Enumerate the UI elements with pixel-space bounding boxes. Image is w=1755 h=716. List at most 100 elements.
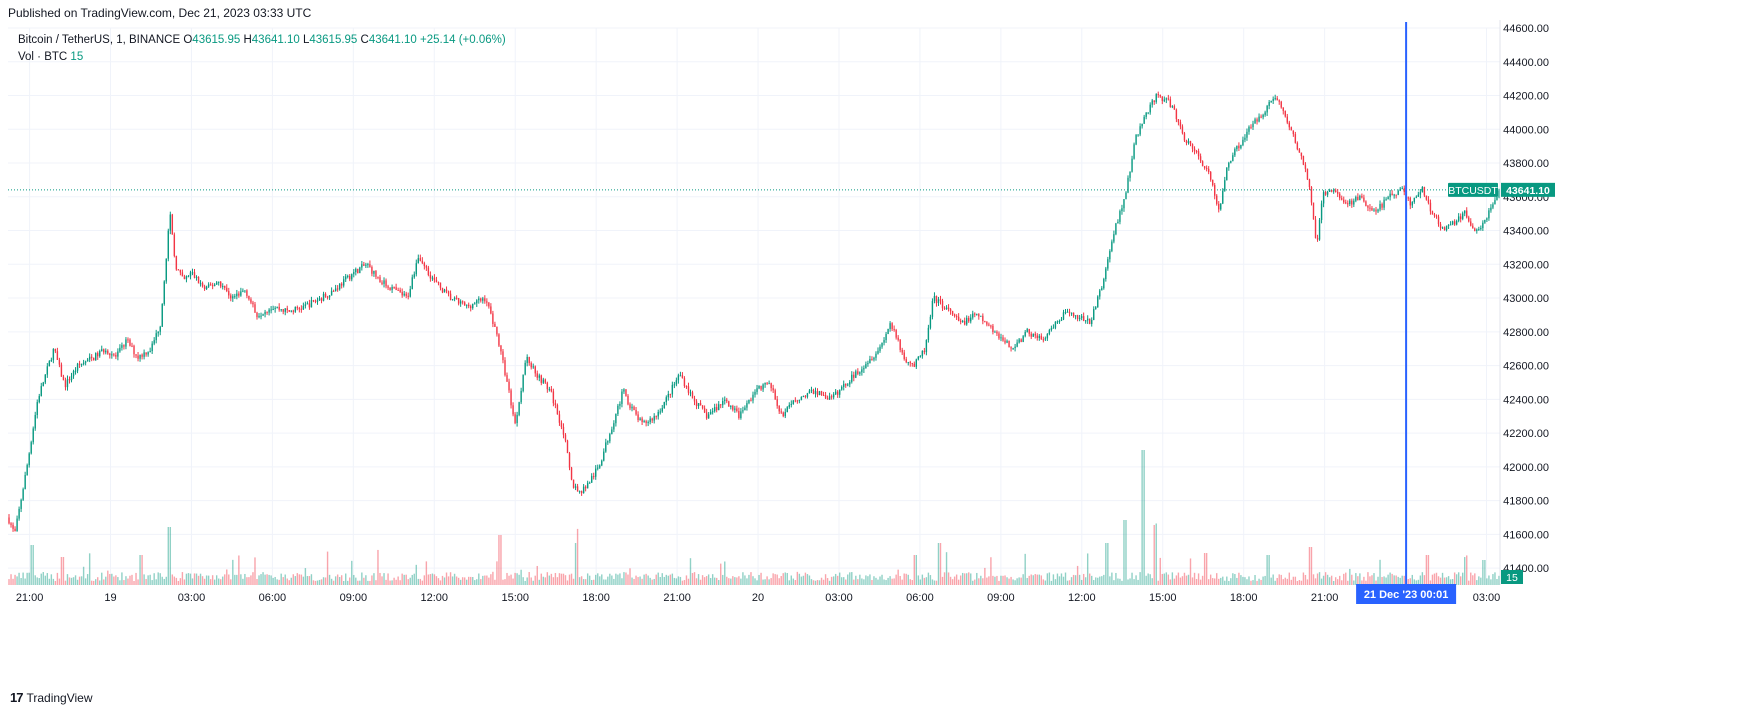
volume-bar bbox=[544, 577, 547, 585]
volume-bar bbox=[18, 572, 20, 585]
candle-body bbox=[921, 350, 924, 357]
volume-bar bbox=[572, 578, 575, 585]
volume-bar bbox=[220, 579, 222, 585]
candle-body bbox=[131, 345, 133, 347]
candle-body bbox=[397, 289, 399, 291]
candle-body bbox=[103, 349, 105, 353]
volume-bar bbox=[435, 576, 438, 585]
volume-bar bbox=[998, 580, 1000, 585]
candle-body bbox=[899, 339, 901, 350]
candle-body bbox=[703, 408, 706, 413]
volume-bar bbox=[486, 575, 488, 585]
volume-bar bbox=[532, 580, 534, 585]
volume-bar bbox=[873, 576, 875, 585]
volume-bar bbox=[536, 565, 538, 585]
candle-body bbox=[1320, 203, 1323, 220]
symbol-tag-bg bbox=[1448, 182, 1498, 197]
candle-body bbox=[10, 523, 12, 525]
volume-bar bbox=[677, 576, 680, 585]
volume-bar bbox=[1425, 555, 1428, 585]
candle-body bbox=[748, 399, 750, 404]
candle-body bbox=[113, 354, 115, 356]
candle-body bbox=[976, 314, 978, 316]
candle-body bbox=[121, 345, 123, 348]
volume-bar bbox=[1407, 579, 1409, 585]
volume-bar bbox=[623, 572, 625, 585]
volume-bar bbox=[518, 574, 520, 585]
candle-body bbox=[14, 528, 16, 532]
candle-body bbox=[74, 370, 77, 372]
volume-bar bbox=[615, 573, 617, 585]
candle-body bbox=[1316, 238, 1319, 240]
volume-bar bbox=[550, 573, 553, 585]
candle-body bbox=[818, 391, 821, 396]
volume-bar bbox=[64, 580, 67, 585]
volume-bar bbox=[1484, 560, 1486, 585]
candle-body bbox=[355, 268, 357, 273]
volume-bar bbox=[1274, 580, 1276, 585]
tradingview-logo[interactable]: 17 TradingView bbox=[10, 690, 93, 705]
volume-bar bbox=[1224, 580, 1226, 585]
volume-bar bbox=[268, 574, 270, 585]
volume-bar bbox=[1256, 580, 1258, 585]
candle-body bbox=[72, 370, 75, 377]
candle-body bbox=[1264, 112, 1266, 115]
volume-bar bbox=[1203, 553, 1206, 585]
candle-body bbox=[280, 309, 282, 311]
candle-body bbox=[66, 379, 69, 388]
candle-body bbox=[836, 391, 839, 395]
candle-body bbox=[794, 400, 797, 402]
candle-body bbox=[107, 350, 109, 354]
candle-body bbox=[16, 518, 18, 532]
volume-bar bbox=[1330, 575, 1333, 585]
volume-bar bbox=[1018, 577, 1020, 585]
volume-bar bbox=[310, 574, 313, 585]
volume-bar bbox=[994, 576, 996, 585]
volume-bar bbox=[877, 579, 879, 585]
candle-body bbox=[774, 390, 776, 400]
candle-body bbox=[302, 305, 305, 310]
candle-body bbox=[111, 354, 113, 356]
volume-bar bbox=[318, 579, 321, 585]
candle-body bbox=[1060, 319, 1063, 322]
candle-body bbox=[1117, 221, 1119, 224]
volume-bar bbox=[139, 555, 141, 585]
candle-body bbox=[330, 290, 333, 296]
volume-bar bbox=[336, 574, 339, 585]
candle-body bbox=[724, 399, 726, 401]
candle-body bbox=[185, 276, 188, 280]
candle-body bbox=[449, 293, 452, 300]
volume-bar bbox=[282, 577, 284, 585]
volume-bar bbox=[593, 579, 595, 585]
candle-body bbox=[681, 375, 684, 379]
candle-body bbox=[564, 434, 567, 441]
candle-body bbox=[334, 288, 337, 292]
candle-body bbox=[1121, 208, 1123, 212]
candle-body bbox=[709, 411, 712, 415]
candle-body bbox=[994, 331, 996, 333]
volume-bar bbox=[931, 579, 934, 585]
volume-bar bbox=[1324, 572, 1327, 585]
candle-body bbox=[923, 350, 926, 353]
volume-bar bbox=[1403, 575, 1405, 585]
volume-bar bbox=[187, 573, 190, 585]
candle-body bbox=[1038, 335, 1040, 339]
candle-body bbox=[238, 293, 240, 296]
candle-body bbox=[947, 307, 950, 310]
low-value: 43615.95 bbox=[309, 34, 358, 46]
candle-body bbox=[361, 264, 363, 268]
volume-bar bbox=[832, 576, 835, 585]
volume-bar bbox=[334, 576, 337, 585]
candle-body bbox=[215, 282, 218, 285]
volume-bar bbox=[1105, 543, 1107, 585]
candle-body bbox=[1246, 131, 1248, 138]
volume-bar bbox=[1050, 580, 1053, 585]
volume-bar bbox=[76, 579, 79, 585]
volume-bar bbox=[1125, 520, 1127, 585]
volume-bar bbox=[1238, 572, 1240, 585]
candle-body bbox=[595, 468, 597, 477]
candle-body bbox=[754, 391, 756, 395]
volume-bar bbox=[520, 569, 522, 585]
volume-bar bbox=[157, 572, 159, 585]
